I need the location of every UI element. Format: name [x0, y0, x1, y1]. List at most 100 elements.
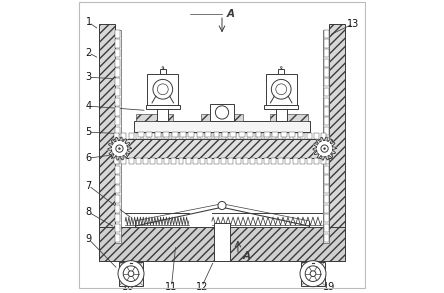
Bar	[324, 59, 329, 67]
Circle shape	[305, 266, 321, 282]
Bar	[324, 88, 329, 96]
Bar	[136, 158, 141, 164]
Circle shape	[123, 266, 139, 282]
Bar	[324, 205, 329, 213]
Bar	[285, 158, 290, 164]
Bar	[230, 132, 236, 137]
Text: A: A	[226, 9, 234, 19]
Bar	[289, 132, 295, 137]
Bar	[115, 69, 120, 77]
Bar	[138, 132, 144, 137]
Bar	[264, 132, 270, 137]
Circle shape	[300, 261, 326, 287]
Text: 6: 6	[86, 153, 91, 163]
Bar	[115, 156, 120, 164]
Text: 10: 10	[122, 282, 134, 292]
Bar	[115, 205, 120, 213]
Bar	[186, 133, 190, 139]
Bar	[115, 107, 120, 115]
Circle shape	[119, 148, 120, 149]
Bar	[235, 158, 241, 164]
Bar	[307, 158, 312, 164]
Bar	[324, 224, 329, 232]
Bar	[271, 133, 276, 139]
Bar	[293, 158, 297, 164]
Bar	[115, 127, 120, 135]
Bar	[324, 127, 329, 135]
Bar	[301, 262, 325, 286]
Bar	[115, 30, 121, 243]
Bar	[214, 223, 230, 261]
Bar	[314, 158, 319, 164]
Bar	[115, 158, 119, 164]
Bar	[264, 105, 298, 109]
Bar	[197, 132, 203, 137]
Bar	[207, 133, 212, 139]
Bar	[314, 133, 319, 139]
Bar	[157, 158, 162, 164]
Bar	[257, 158, 262, 164]
Bar	[157, 133, 162, 139]
Bar	[115, 224, 120, 232]
Bar	[172, 132, 178, 137]
Text: 8: 8	[86, 207, 91, 217]
Bar	[324, 117, 329, 125]
Bar	[200, 133, 205, 139]
Bar	[293, 133, 297, 139]
Bar	[228, 133, 234, 139]
Bar	[115, 78, 120, 86]
Bar	[324, 185, 329, 193]
Bar	[115, 49, 120, 57]
Bar	[111, 139, 332, 158]
Text: 2: 2	[85, 48, 91, 58]
Bar	[163, 132, 169, 137]
Bar	[160, 69, 166, 74]
Bar	[323, 30, 329, 243]
Bar	[278, 158, 283, 164]
Bar	[324, 176, 329, 184]
Bar	[178, 133, 183, 139]
Bar	[324, 98, 329, 106]
Bar	[155, 132, 161, 137]
Bar	[99, 227, 345, 261]
Bar	[201, 114, 243, 121]
Bar	[300, 133, 305, 139]
Bar	[207, 158, 212, 164]
Bar	[146, 105, 180, 109]
Bar	[134, 121, 310, 132]
Text: 19: 19	[323, 282, 335, 292]
Bar	[115, 146, 120, 154]
Bar	[324, 49, 329, 57]
Bar	[122, 133, 127, 139]
Bar	[115, 133, 119, 139]
Bar	[210, 104, 234, 121]
Bar	[115, 185, 120, 193]
Circle shape	[310, 271, 316, 277]
Bar	[214, 158, 219, 164]
Text: 5: 5	[85, 127, 91, 137]
Bar	[307, 133, 312, 139]
Bar	[99, 24, 115, 261]
Bar	[270, 114, 308, 121]
Bar	[324, 39, 329, 47]
Bar	[193, 158, 198, 164]
Bar	[136, 133, 141, 139]
Circle shape	[321, 145, 328, 152]
Bar	[266, 74, 297, 105]
Bar	[115, 39, 120, 47]
Bar	[278, 69, 284, 74]
Text: 7: 7	[85, 180, 91, 190]
Bar	[115, 166, 120, 174]
Text: 9: 9	[86, 234, 91, 244]
Bar	[111, 139, 332, 158]
Bar	[250, 158, 255, 164]
Bar	[115, 117, 120, 125]
Bar	[188, 132, 194, 137]
Bar	[300, 158, 305, 164]
Bar	[324, 78, 329, 86]
Polygon shape	[313, 137, 336, 160]
Bar	[115, 59, 120, 67]
Bar	[228, 158, 234, 164]
Bar	[272, 132, 278, 137]
Bar	[171, 133, 176, 139]
